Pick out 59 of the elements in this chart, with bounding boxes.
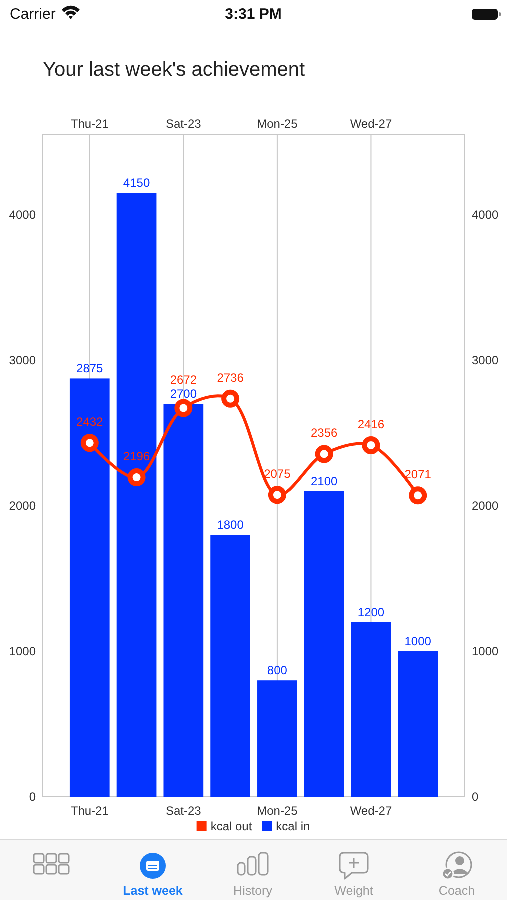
point xyxy=(315,445,334,464)
legend-label: kcal in xyxy=(276,820,310,834)
chart-title: Your last week's achievement xyxy=(43,59,306,81)
data-label: 1000 xyxy=(404,634,432,649)
y2-tick-label: 2000 xyxy=(472,499,500,514)
y-tick-label: 3000 xyxy=(9,354,36,368)
data-label: 2100 xyxy=(310,474,338,488)
text: History xyxy=(234,884,274,898)
text: Weight xyxy=(334,884,374,898)
bar xyxy=(304,491,344,797)
y2-tick-label: 0 xyxy=(472,790,479,804)
bar xyxy=(351,622,392,797)
data-label: 1200 xyxy=(358,605,385,620)
point xyxy=(128,468,146,486)
y2-tick-label: 1000 xyxy=(472,644,500,659)
data-label: 1800 xyxy=(217,518,244,532)
data-label: 2700 xyxy=(170,387,198,402)
data-label: 800 xyxy=(267,664,288,678)
data-label: 2875 xyxy=(76,362,104,376)
legend-label: kcal out xyxy=(210,820,253,834)
x-tick-label: Wed-27 xyxy=(350,117,392,131)
text: Coach xyxy=(438,884,476,898)
point xyxy=(174,399,193,418)
x-tick-label: Mon-25 xyxy=(257,117,298,131)
data-label: 2736 xyxy=(217,370,244,385)
category-label: Mon-25 xyxy=(257,804,298,818)
point xyxy=(409,486,428,505)
y-tick-label: 4000 xyxy=(9,208,36,222)
text: Carrier xyxy=(10,6,56,23)
bar xyxy=(70,378,110,797)
text: 3:31 PM xyxy=(225,6,282,23)
data-label: 2432 xyxy=(76,415,104,430)
data-label: 4150 xyxy=(123,176,150,190)
x-tick-label: Thu-21 xyxy=(70,117,110,131)
y-tick-label: 2000 xyxy=(9,499,36,514)
y-tick-label: 1000 xyxy=(9,644,36,659)
y2-tick-label: 4000 xyxy=(472,208,500,222)
text: Last week xyxy=(123,884,183,898)
y2-tick-label: 3000 xyxy=(472,354,500,368)
bar xyxy=(398,652,438,797)
data-label: 2071 xyxy=(404,468,432,482)
bar xyxy=(164,404,204,797)
category-label: Sat-23 xyxy=(166,804,202,818)
bar xyxy=(116,193,157,797)
data-label: 2672 xyxy=(170,373,198,388)
category-label: Thu-21 xyxy=(70,804,109,818)
bar xyxy=(258,680,298,797)
point xyxy=(268,486,286,504)
data-label: 2075 xyxy=(264,467,292,482)
data-label: 2196 xyxy=(123,449,150,464)
category-label: Wed-27 xyxy=(350,804,392,818)
x-tick-label: Sat-23 xyxy=(166,117,202,131)
bar xyxy=(210,535,250,797)
point xyxy=(80,434,99,452)
data-label: 2356 xyxy=(310,426,338,440)
point xyxy=(362,436,380,454)
y-tick-label: 0 xyxy=(29,790,36,804)
data-label: 2416 xyxy=(358,417,385,432)
point xyxy=(222,390,240,408)
